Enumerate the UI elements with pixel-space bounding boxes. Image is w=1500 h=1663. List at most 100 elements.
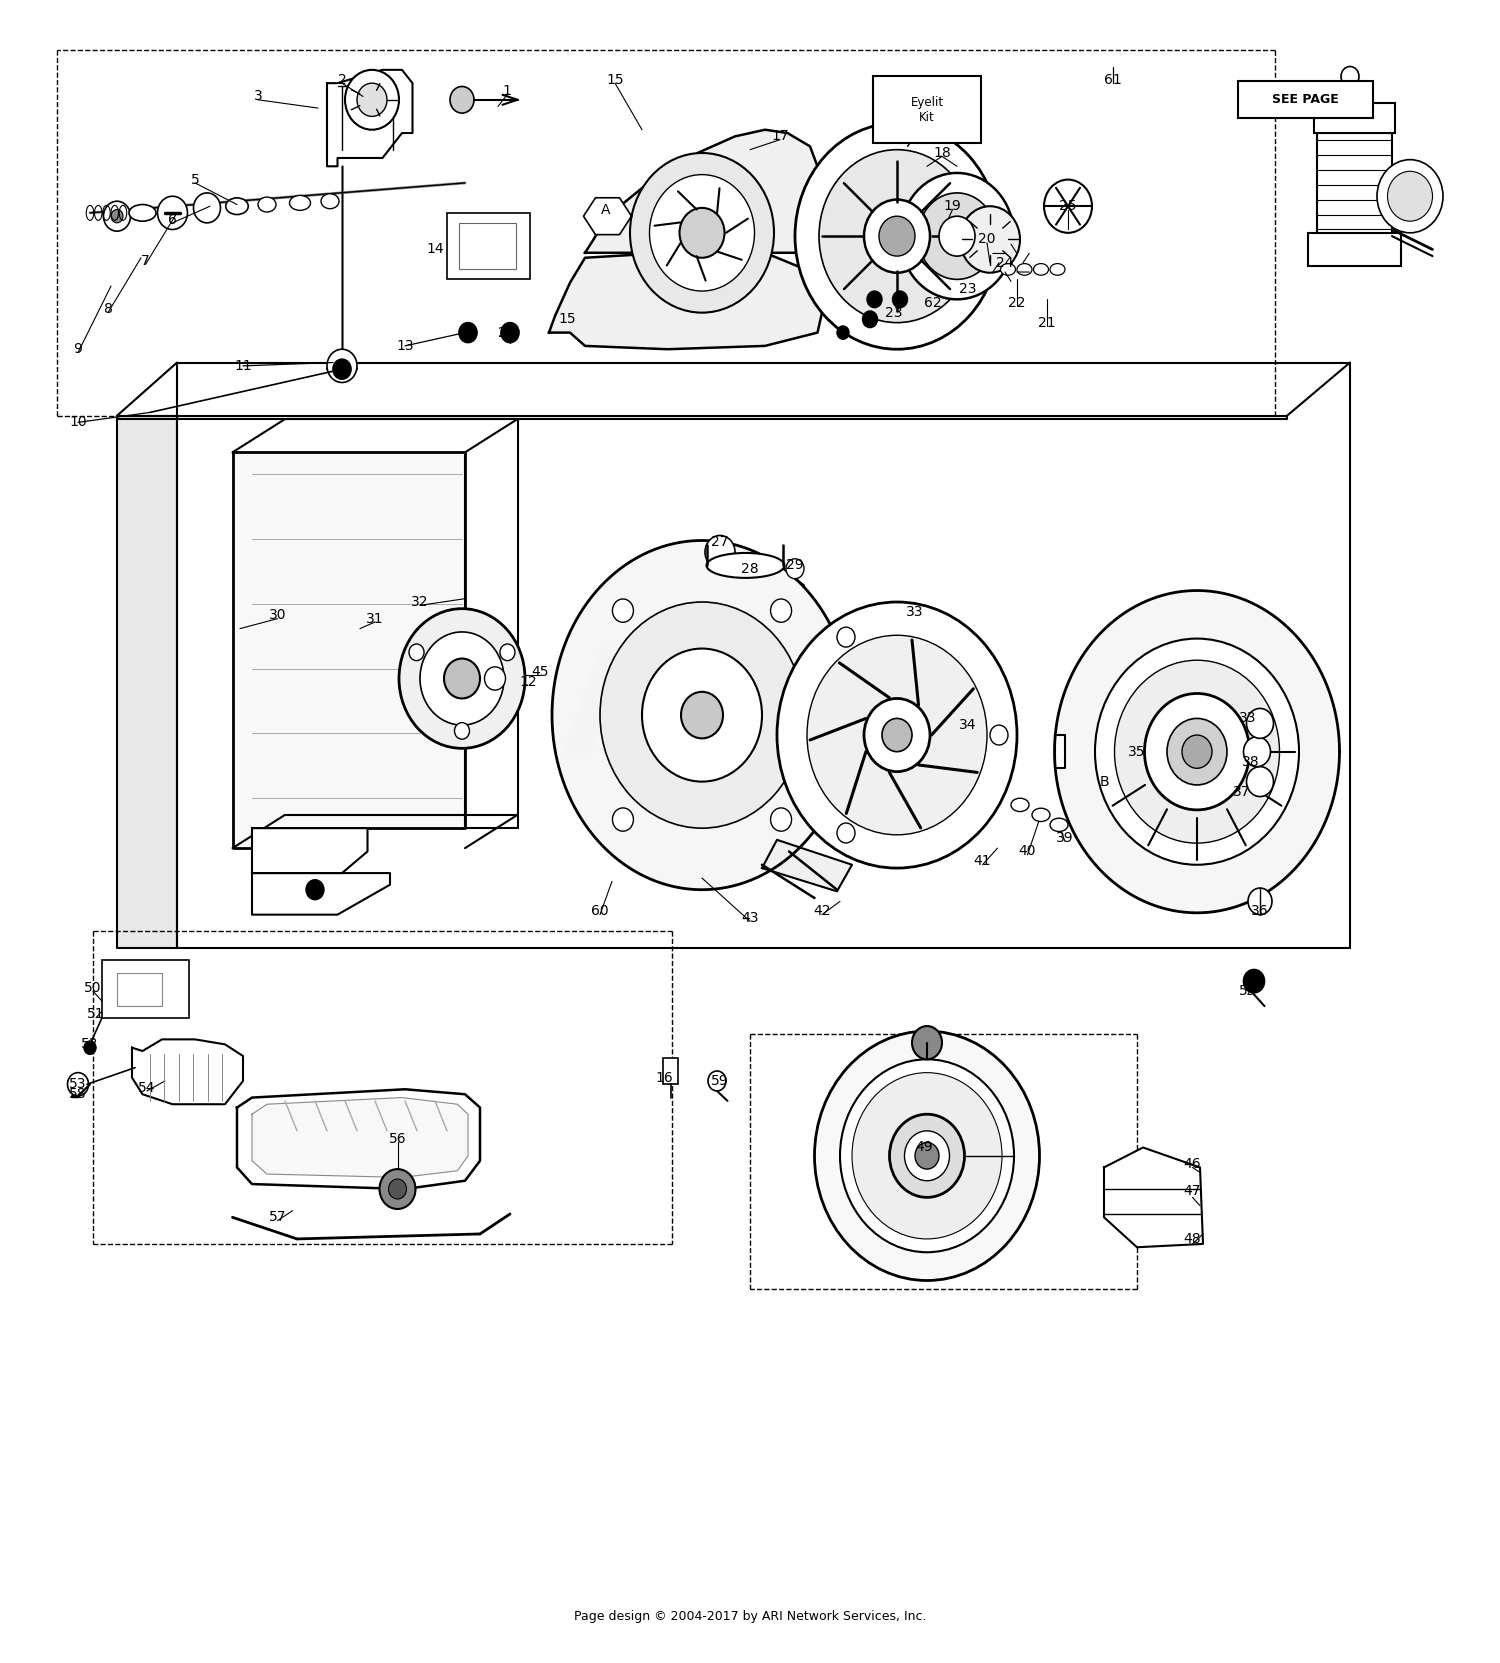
Circle shape — [705, 535, 735, 569]
Circle shape — [501, 323, 519, 343]
Bar — [459, 223, 516, 269]
Polygon shape — [232, 452, 465, 848]
Polygon shape — [1317, 133, 1392, 236]
Circle shape — [111, 210, 123, 223]
Circle shape — [990, 725, 1008, 745]
Polygon shape — [117, 416, 177, 948]
Text: 2: 2 — [338, 73, 346, 86]
Circle shape — [837, 823, 855, 843]
Circle shape — [960, 206, 1020, 273]
Circle shape — [815, 1031, 1040, 1281]
Ellipse shape — [1011, 798, 1029, 812]
Text: 37: 37 — [1233, 785, 1251, 798]
Bar — [873, 76, 981, 143]
Circle shape — [68, 1073, 88, 1096]
Ellipse shape — [1032, 808, 1050, 822]
Circle shape — [882, 718, 912, 752]
Text: ARI: ARI — [558, 640, 852, 790]
Text: 8: 8 — [104, 303, 112, 316]
Circle shape — [158, 196, 188, 229]
Text: 52: 52 — [81, 1038, 99, 1051]
Text: 23: 23 — [958, 283, 976, 296]
Text: 42: 42 — [813, 905, 831, 918]
Circle shape — [892, 291, 908, 308]
Circle shape — [879, 216, 915, 256]
Circle shape — [450, 86, 474, 113]
Circle shape — [777, 602, 1017, 868]
Circle shape — [680, 208, 724, 258]
Bar — [1308, 233, 1401, 266]
Text: 21: 21 — [1038, 316, 1056, 329]
Polygon shape — [762, 840, 852, 891]
Text: 33: 33 — [906, 605, 924, 619]
Circle shape — [1248, 888, 1272, 915]
Text: 54: 54 — [138, 1081, 156, 1094]
Circle shape — [900, 173, 1014, 299]
Text: 56: 56 — [388, 1133, 406, 1146]
Text: 20: 20 — [978, 233, 996, 246]
Text: 32: 32 — [411, 595, 429, 609]
Circle shape — [837, 627, 855, 647]
Text: 47: 47 — [1184, 1184, 1202, 1197]
Circle shape — [918, 193, 996, 279]
Text: 15: 15 — [606, 73, 624, 86]
Text: 39: 39 — [1056, 832, 1074, 845]
Text: 11: 11 — [234, 359, 252, 373]
Text: Eyelit
Kit: Eyelit Kit — [910, 96, 944, 123]
Circle shape — [357, 83, 387, 116]
Polygon shape — [549, 253, 825, 349]
Circle shape — [807, 635, 987, 835]
Text: 58: 58 — [69, 1088, 87, 1101]
Circle shape — [915, 1142, 939, 1169]
Text: 17: 17 — [771, 130, 789, 143]
Text: 59: 59 — [711, 1074, 729, 1088]
Circle shape — [837, 326, 849, 339]
Text: 16: 16 — [656, 1071, 674, 1084]
Ellipse shape — [1034, 264, 1048, 276]
Text: 28: 28 — [741, 562, 759, 575]
Circle shape — [708, 1071, 726, 1091]
Text: 48: 48 — [1184, 1232, 1202, 1246]
Text: 41: 41 — [974, 855, 992, 868]
Circle shape — [786, 559, 804, 579]
Text: 27: 27 — [711, 535, 729, 549]
Circle shape — [454, 722, 470, 740]
Ellipse shape — [706, 552, 785, 579]
Circle shape — [1377, 160, 1443, 233]
Circle shape — [852, 1073, 1002, 1239]
Circle shape — [612, 599, 633, 622]
Polygon shape — [132, 1039, 243, 1104]
Circle shape — [459, 323, 477, 343]
Circle shape — [1167, 718, 1227, 785]
Text: 18: 18 — [933, 146, 951, 160]
Text: 25: 25 — [1059, 200, 1077, 213]
Circle shape — [912, 1026, 942, 1059]
Text: 30: 30 — [268, 609, 286, 622]
Text: 23: 23 — [885, 306, 903, 319]
Circle shape — [630, 153, 774, 313]
Circle shape — [862, 311, 877, 328]
Circle shape — [771, 599, 792, 622]
Text: B: B — [1100, 775, 1108, 788]
Circle shape — [1182, 735, 1212, 768]
Polygon shape — [117, 416, 1287, 419]
Polygon shape — [1054, 590, 1340, 913]
Circle shape — [306, 880, 324, 900]
Text: 44: 44 — [306, 883, 324, 896]
Text: 51: 51 — [87, 1008, 105, 1021]
Circle shape — [600, 602, 804, 828]
Text: 9: 9 — [74, 343, 82, 356]
Ellipse shape — [1050, 818, 1068, 832]
Circle shape — [84, 1041, 96, 1054]
Text: 6: 6 — [168, 213, 177, 226]
Text: 55: 55 — [1239, 984, 1257, 998]
Circle shape — [484, 667, 506, 690]
Circle shape — [1246, 767, 1274, 797]
Text: 13: 13 — [396, 339, 414, 353]
Text: 26: 26 — [498, 326, 516, 339]
Text: 14: 14 — [426, 243, 444, 256]
Ellipse shape — [1050, 264, 1065, 276]
Text: 45: 45 — [531, 665, 549, 679]
Text: 34: 34 — [958, 718, 976, 732]
Text: 22: 22 — [1008, 296, 1026, 309]
